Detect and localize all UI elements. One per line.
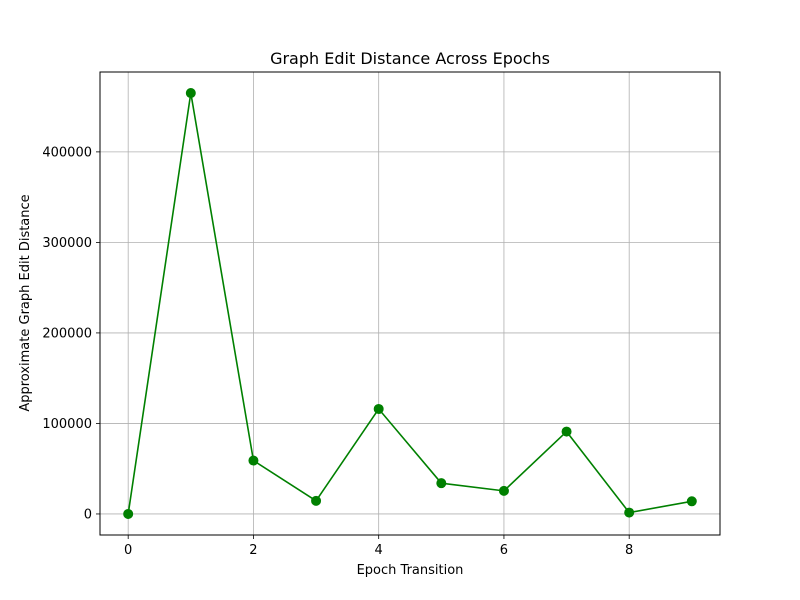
series-line xyxy=(127,92,692,515)
data-point xyxy=(498,485,509,496)
data-point xyxy=(185,88,196,99)
y-tick-label: 0 xyxy=(84,507,92,522)
x-tick-label: 0 xyxy=(124,543,132,558)
data-point xyxy=(311,495,322,506)
series-layer xyxy=(123,88,697,519)
y-tick-label: 100000 xyxy=(42,417,92,432)
y-tick-label: 200000 xyxy=(42,326,92,341)
data-point xyxy=(123,508,134,519)
axis-ticks: 0 2 4 6 8 0 100000 200000 300000 400000 xyxy=(42,145,633,558)
grid-lines xyxy=(100,72,720,535)
data-point xyxy=(436,478,447,489)
data-point xyxy=(686,496,697,507)
y-tick-label: 400000 xyxy=(42,145,92,160)
x-tick-label: 4 xyxy=(375,543,383,558)
x-tick-label: 8 xyxy=(625,543,633,558)
y-tick-label: 300000 xyxy=(42,236,92,251)
x-tick-label: 6 xyxy=(500,543,508,558)
data-point xyxy=(248,455,259,466)
plot-area-frame xyxy=(99,71,721,536)
data-point xyxy=(373,403,384,414)
y-axis-label: Approximate Graph Edit Distance xyxy=(18,194,33,411)
chart-title: Graph Edit Distance Across Epochs xyxy=(270,49,550,68)
x-tick-label: 2 xyxy=(249,543,257,558)
data-point xyxy=(624,507,635,518)
x-axis-label: Epoch Transition xyxy=(357,563,464,578)
data-point xyxy=(561,426,572,437)
